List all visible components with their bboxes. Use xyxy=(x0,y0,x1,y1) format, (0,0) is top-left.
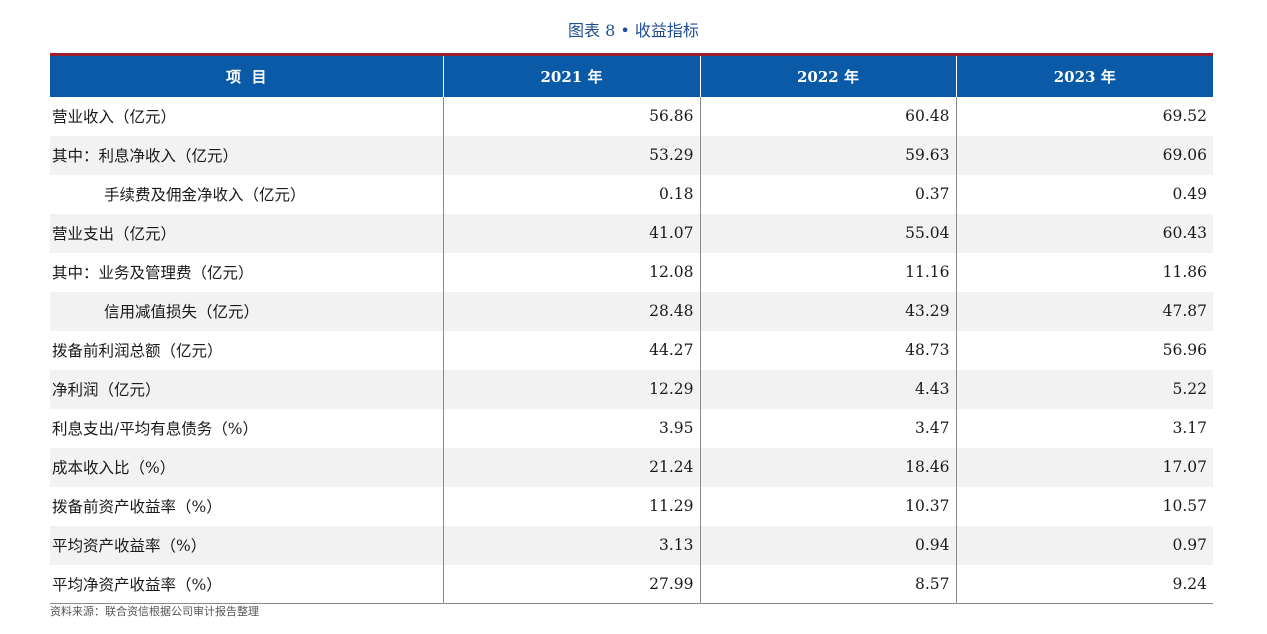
table-row: 营业收入（亿元） 56.86 60.48 69.52 xyxy=(50,96,1213,136)
row-label: 营业收入（亿元） xyxy=(52,108,177,126)
table-row: 营业支出（亿元） 41.07 55.04 60.43 xyxy=(50,213,1213,253)
cell-2021: 12.29 xyxy=(442,369,700,409)
cell-2023: 5.22 xyxy=(955,369,1213,409)
cell-2023: 56.96 xyxy=(955,330,1213,370)
cell-2021: 44.27 xyxy=(442,330,700,370)
cell-2022: 18.46 xyxy=(699,447,956,487)
cell-2021: 41.07 xyxy=(442,213,700,253)
column-header-item: 项 目 xyxy=(50,53,443,97)
cell-2023: 47.87 xyxy=(955,291,1213,331)
figure-title: 图表 8 • 收益指标 xyxy=(568,21,699,40)
row-label: 营业支出（亿元） xyxy=(50,213,443,253)
cell-2021: 0.18 xyxy=(442,174,700,214)
column-header-2022: 2022 年 xyxy=(699,53,956,97)
cell-2021: 12.08 xyxy=(442,252,700,292)
row-label: 其中：业务及管理费（亿元） xyxy=(52,264,254,282)
cell-2023: 9.24 xyxy=(955,564,1213,604)
row-label: 其中：利息净收入（亿元） xyxy=(50,135,443,175)
income-indicators-table: 项 目 2021 年 2022 年 2023 年 营业收入（亿元） 56.86 … xyxy=(50,53,1213,604)
table-row: 手续费及佣金净收入（亿元） 0.18 0.37 0.49 xyxy=(50,174,1213,214)
cell-2022: 60.48 xyxy=(699,96,956,136)
cell-2021: 11.29 xyxy=(442,486,700,526)
cell-2021: 21.24 xyxy=(442,447,700,487)
cell-2022: 55.04 xyxy=(699,213,956,253)
cell-2021: 28.48 xyxy=(442,291,700,331)
table-row: 平均资产收益率（%） 3.13 0.94 0.97 xyxy=(50,525,1213,565)
column-header-2021: 2021 年 xyxy=(442,53,700,97)
cell-2023: 11.86 xyxy=(955,252,1213,292)
cell-2022: 0.37 xyxy=(699,174,956,214)
cell-2022: 4.43 xyxy=(699,369,956,409)
cell-2021: 56.86 xyxy=(442,96,700,136)
table-row: 拨备前利润总额（亿元） 44.27 48.73 56.96 xyxy=(50,330,1213,370)
table-row: 其中：业务及管理费（亿元） 12.08 11.16 11.86 xyxy=(50,252,1213,292)
cell-2022: 59.63 xyxy=(699,135,956,175)
cell-2023: 3.17 xyxy=(955,408,1213,448)
table-row: 成本收入比（%） 21.24 18.46 17.07 xyxy=(50,447,1213,487)
table-row: 信用减值损失（亿元） 28.48 43.29 47.87 xyxy=(50,291,1213,331)
row-label: 利息支出/平均有息债务（%） xyxy=(52,420,258,438)
table-row: 拨备前资产收益率（%） 11.29 10.37 10.57 xyxy=(50,486,1213,526)
cell-2023: 69.06 xyxy=(955,135,1213,175)
table-row: 净利润（亿元） 12.29 4.43 5.22 xyxy=(50,369,1213,409)
cell-2021: 27.99 xyxy=(442,564,700,604)
table-header-row: 项 目 2021 年 2022 年 2023 年 xyxy=(50,53,1213,97)
cell-2022: 0.94 xyxy=(699,525,956,565)
cell-2022: 11.16 xyxy=(699,252,956,292)
cell-2022: 3.47 xyxy=(699,408,956,448)
cell-2021: 53.29 xyxy=(442,135,700,175)
cell-2023: 17.07 xyxy=(955,447,1213,487)
cell-2022: 10.37 xyxy=(699,486,956,526)
row-label: 成本收入比（%） xyxy=(50,447,443,487)
cell-2023: 69.52 xyxy=(955,96,1213,136)
cell-2021: 3.95 xyxy=(442,408,700,448)
row-label: 拨备前利润总额（亿元） xyxy=(52,342,223,360)
table-row: 利息支出/平均有息债务（%） 3.95 3.47 3.17 xyxy=(50,408,1213,448)
table-row: 平均净资产收益率（%） 27.99 8.57 9.24 xyxy=(50,564,1213,604)
cell-2023: 0.49 xyxy=(955,174,1213,214)
cell-2023: 0.97 xyxy=(955,525,1213,565)
source-note: 资料来源：联合资信根据公司审计报告整理 xyxy=(50,605,259,618)
column-header-2023: 2023 年 xyxy=(955,53,1213,97)
table-row: 其中：利息净收入（亿元） 53.29 59.63 69.06 xyxy=(50,135,1213,175)
cell-2022: 8.57 xyxy=(699,564,956,604)
row-label: 手续费及佣金净收入（亿元） xyxy=(104,186,306,204)
row-label: 净利润（亿元） xyxy=(50,369,443,409)
row-label: 平均净资产收益率（%） xyxy=(50,564,443,604)
row-label: 信用减值损失（亿元） xyxy=(50,291,443,331)
row-label: 拨备前资产收益率（%） xyxy=(52,498,222,516)
cell-2023: 60.43 xyxy=(955,213,1213,253)
row-label: 平均资产收益率（%） xyxy=(50,525,443,565)
cell-2022: 43.29 xyxy=(699,291,956,331)
cell-2022: 48.73 xyxy=(699,330,956,370)
cell-2021: 3.13 xyxy=(442,525,700,565)
cell-2023: 10.57 xyxy=(955,486,1213,526)
